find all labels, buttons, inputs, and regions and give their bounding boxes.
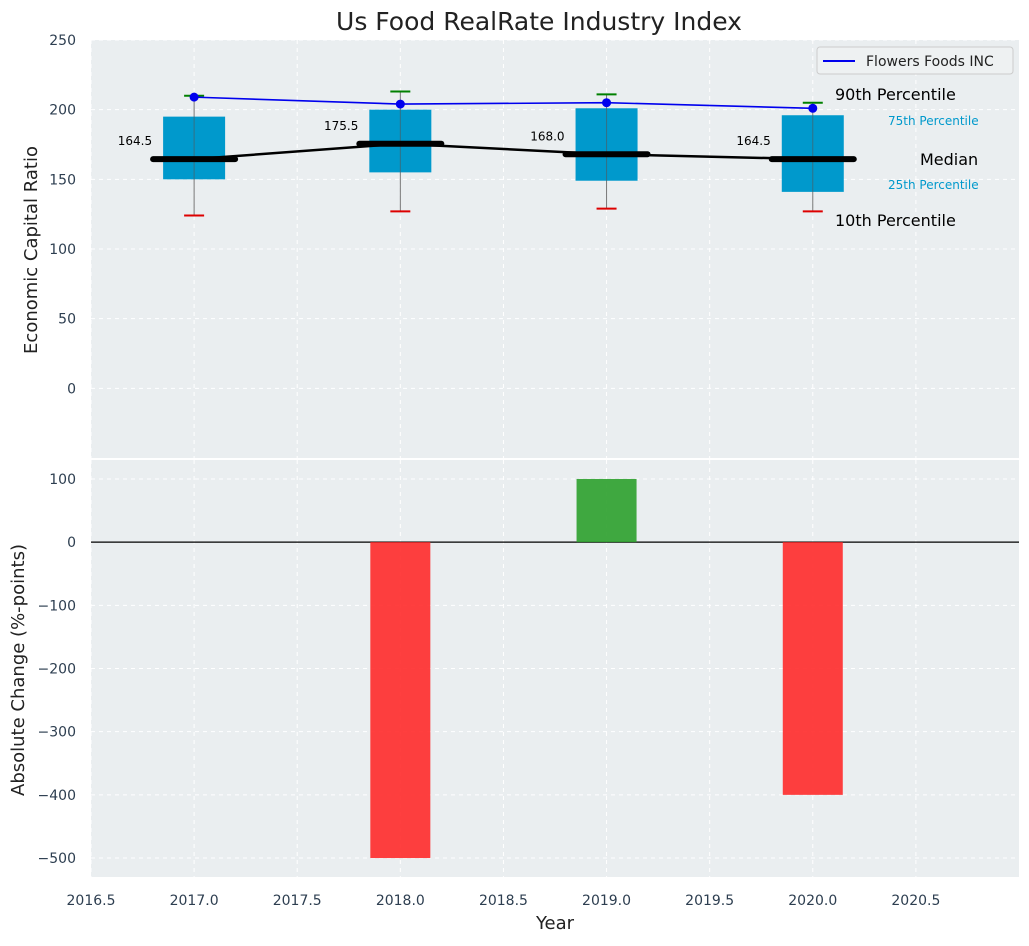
- bottom-y-axis-label: Absolute Change (%-points): [8, 544, 29, 796]
- median-trend-line: [194, 142, 813, 161]
- chart-title: Us Food RealRate Industry Index: [336, 7, 742, 36]
- p25-annotation: 25th Percentile: [888, 178, 979, 192]
- median-value-label: 168.0: [530, 129, 564, 143]
- top-y-tick-label: 100: [49, 242, 76, 258]
- bottom-y-tick-label: −500: [38, 851, 76, 867]
- top-y-ticks: 0 50 100 150 200 250: [49, 33, 76, 397]
- bottom-y-tick-label: −200: [38, 662, 76, 678]
- percentile-annotations: 90th Percentile 75th Percentile Median 2…: [835, 85, 979, 230]
- x-tick-label: 2017.0: [170, 893, 219, 909]
- bottom-y-tick-label: −400: [38, 788, 76, 804]
- x-axis-label: Year: [535, 913, 575, 934]
- series-point: [808, 103, 818, 113]
- p10-annotation: 10th Percentile: [835, 211, 956, 230]
- median-value-label: 164.5: [118, 134, 152, 148]
- legend-box: [816, 46, 1014, 75]
- p75-annotation: 75th Percentile: [888, 114, 979, 128]
- x-tick-label: 2019.5: [685, 893, 734, 909]
- legend-entry-label: Flowers Foods INC: [866, 54, 994, 70]
- top-y-tick-label: 50: [58, 312, 76, 328]
- x-tick-label: 2018.5: [479, 893, 528, 909]
- legend: Flowers Foods INC: [816, 46, 1014, 75]
- bottom-grid: [90, 460, 1019, 877]
- bottom-y-ticks: −500 −400 −300 −200 −100 0 100: [38, 472, 76, 867]
- x-tick-label: 2016.5: [67, 893, 116, 909]
- median-value-label: 164.5: [736, 134, 770, 148]
- change-bar: [782, 542, 843, 795]
- change-bar: [370, 542, 431, 859]
- median-line: 164.5 175.5 168.0 164.5: [118, 119, 857, 163]
- box-plots: [163, 90, 844, 217]
- bottom-y-tick-label: −100: [38, 598, 76, 614]
- top-y-tick-label: 250: [49, 33, 76, 49]
- p90-annotation: 90th Percentile: [835, 85, 956, 104]
- x-ticks: 2016.5 2017.0 2017.5 2018.0 2018.5 2019.0 2019…: [67, 893, 941, 909]
- bottom-y-tick-label: 100: [49, 472, 76, 488]
- company-series: [189, 92, 818, 113]
- x-tick-label: 2019.0: [582, 893, 631, 909]
- x-tick-label: 2018.0: [376, 893, 425, 909]
- x-tick-label: 2020.0: [788, 893, 837, 909]
- bottom-y-tick-label: −300: [38, 725, 76, 741]
- top-y-axis-label: Economic Capital Ratio: [21, 146, 42, 354]
- change-bars: [370, 478, 843, 859]
- median-value-label: 175.5: [324, 119, 358, 133]
- change-bar: [576, 478, 637, 543]
- top-y-tick-label: 200: [49, 103, 76, 119]
- series-line: [194, 96, 813, 110]
- series-point: [602, 98, 612, 108]
- top-grid: [90, 39, 1019, 458]
- x-tick-label: 2017.5: [273, 893, 322, 909]
- bottom-y-tick-label: 0: [67, 535, 76, 551]
- top-y-tick-label: 0: [67, 381, 76, 397]
- x-tick-label: 2020.5: [891, 893, 940, 909]
- median-annotation: Median: [920, 150, 978, 169]
- top-y-tick-label: 150: [49, 172, 76, 188]
- series-point: [189, 92, 199, 102]
- series-point: [395, 99, 405, 109]
